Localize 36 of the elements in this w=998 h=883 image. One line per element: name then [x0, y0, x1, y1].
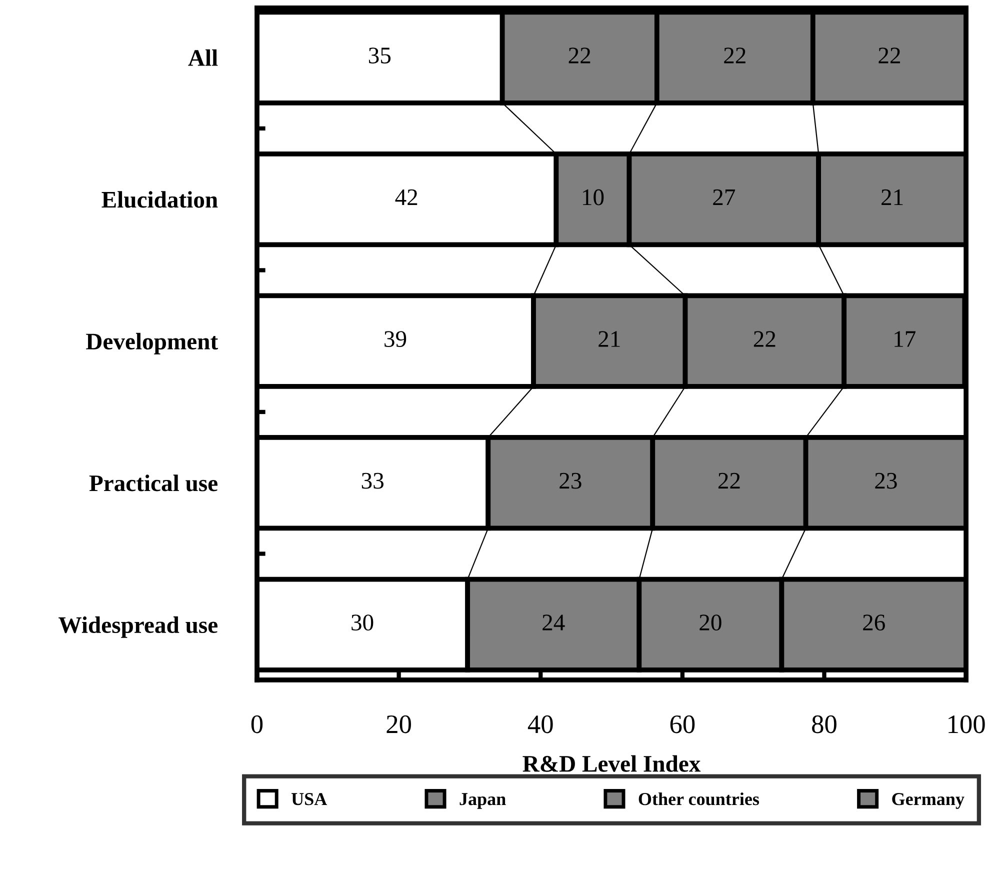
data-label: 17 — [894, 331, 916, 347]
data-label: 20 — [700, 614, 722, 631]
x-tick-label: 60 — [670, 715, 695, 734]
data-label: 35 — [368, 48, 391, 64]
legend-label: Other countries — [638, 792, 760, 806]
data-label: 21 — [598, 331, 620, 347]
x-tick-label: 80 — [812, 715, 836, 734]
data-label: 21 — [882, 189, 903, 206]
x-axis-title: R&D Level Index — [522, 755, 701, 772]
y-tick-label: All — [188, 49, 218, 66]
y-tick-label: Widespread use — [58, 616, 218, 638]
legend-label: Germany — [892, 793, 964, 809]
legend-label: USA — [292, 793, 328, 806]
data-label: 22 — [724, 48, 746, 64]
y-tick-label: Elucidation — [102, 191, 218, 208]
data-label: 42 — [395, 189, 418, 206]
x-tick-label: 100 — [948, 715, 985, 734]
data-label: 30 — [352, 614, 374, 631]
data-label: 10 — [583, 189, 604, 206]
data-label: 23 — [875, 472, 897, 489]
x-tick-label: 0 — [251, 715, 263, 734]
y-tick-label: Development — [86, 332, 218, 354]
data-label: 22 — [754, 331, 776, 347]
data-label: 27 — [713, 189, 736, 206]
legend-label: Japan — [460, 793, 506, 809]
data-label: 24 — [542, 614, 565, 630]
data-label: 39 — [384, 331, 406, 348]
data-label: 33 — [362, 472, 384, 489]
data-label: 22 — [878, 48, 900, 64]
data-label: 26 — [863, 614, 885, 631]
y-tick-label: Practical use — [89, 474, 218, 492]
data-label: 22 — [718, 472, 740, 489]
data-label: 22 — [568, 48, 590, 64]
x-tick-label: 20 — [386, 715, 411, 734]
x-tick-label: 40 — [528, 715, 553, 734]
data-label: 23 — [560, 472, 582, 489]
